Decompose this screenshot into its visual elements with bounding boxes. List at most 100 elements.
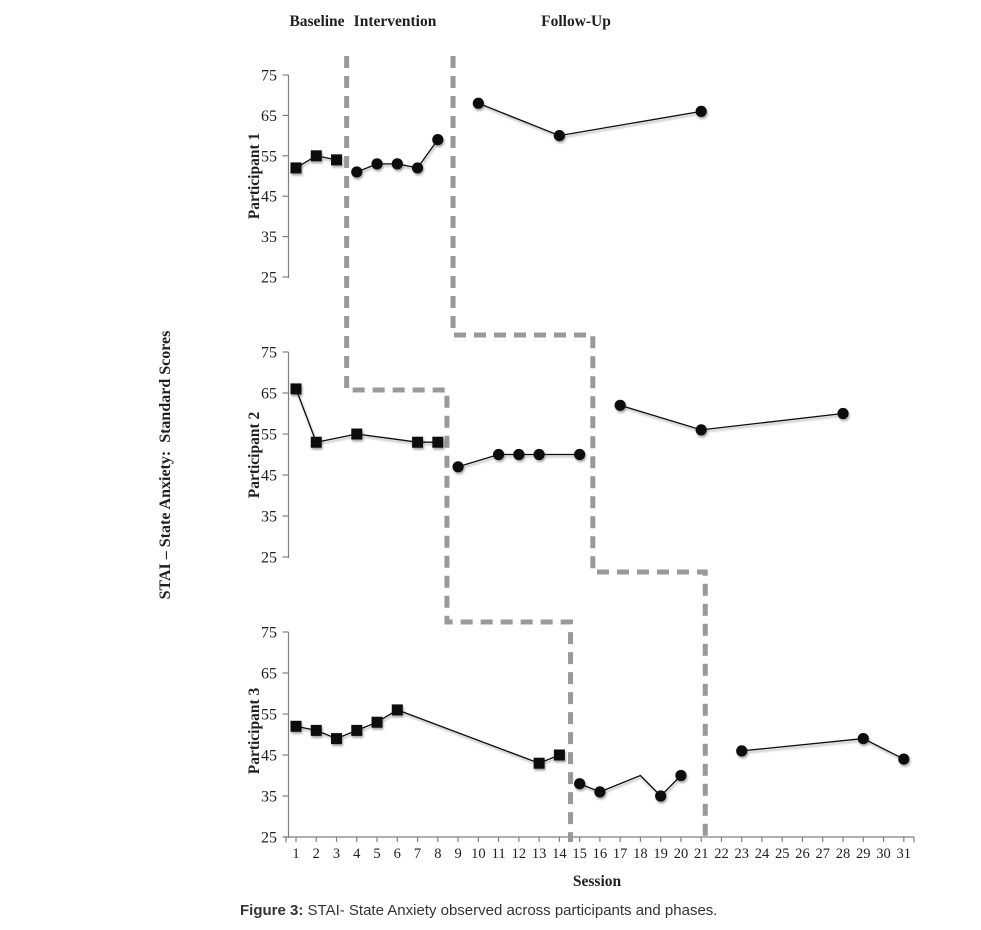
axes (282, 74, 915, 843)
data-point-circle (472, 97, 484, 109)
data-point-circle (614, 399, 626, 411)
panel1-y-tick-label: 55 (261, 148, 277, 165)
data-point-circle (857, 733, 869, 745)
session-tick-label: 24 (755, 846, 770, 862)
session-tick-label: 3 (333, 846, 340, 862)
series-participant1-follow-up (472, 97, 707, 142)
data-point-circle (351, 166, 363, 178)
series-participant3-intervention (574, 769, 687, 802)
series-line (619, 404, 844, 431)
data-point-square (290, 383, 302, 395)
phase-label-intervention: Intervention (353, 13, 437, 30)
phase-lines (344, 56, 708, 842)
panel2-y-tick-label: 55 (261, 427, 277, 444)
data-point-circle (594, 786, 606, 798)
series-line (741, 737, 905, 760)
session-tick-label: 27 (816, 846, 831, 862)
series-participant3-baseline (290, 704, 565, 769)
panel1-y-tick-label: 75 (261, 68, 277, 85)
data-point-square (331, 154, 343, 166)
session-tick-label: 21 (694, 846, 709, 862)
session-tick-label: 20 (674, 846, 689, 862)
data-point-circle (371, 158, 383, 170)
session-tick-label: 1 (292, 846, 299, 862)
session-tick-label: 19 (653, 846, 668, 862)
data-point-square (290, 162, 302, 174)
series-participant1-intervention (351, 134, 444, 178)
data-point-circle (675, 769, 687, 782)
session-tick-label: 11 (492, 846, 506, 862)
session-tick-label: 16 (593, 846, 608, 862)
data-point-square (432, 436, 444, 448)
session-tick-label: 29 (856, 846, 871, 862)
series-participant2-intervention (452, 448, 586, 473)
data-point-circle (493, 448, 505, 461)
data-point-circle (695, 424, 707, 436)
figure-caption-number: Figure 3: (240, 902, 304, 919)
data-point-square (310, 150, 322, 162)
data-point-square (310, 724, 322, 736)
panel3-y-tick-label: 25 (261, 830, 277, 847)
data-point-circle (432, 134, 444, 146)
series-participant2-baseline (290, 383, 444, 448)
session-tick-label: 22 (714, 846, 729, 862)
data-point-square (553, 749, 565, 761)
panel2-y-tick-label: 45 (261, 468, 277, 485)
session-tick-label: 8 (434, 846, 441, 862)
data-point-square (391, 704, 403, 716)
data-point-square (310, 436, 322, 448)
data-point-circle (574, 778, 586, 790)
data-point-square (290, 720, 302, 732)
session-tick-label: 26 (795, 846, 810, 862)
session-tick-label: 2 (313, 846, 320, 862)
data-point-circle (574, 448, 586, 461)
panel3-y-tick-label: 35 (261, 789, 277, 806)
panel2-y-tick-label: 35 (261, 509, 277, 526)
x-axis-title: Session (572, 873, 622, 890)
session-tick-label: 4 (353, 846, 361, 862)
data-point-circle (655, 790, 667, 802)
phase-label-baseline: Baseline (289, 13, 345, 30)
session-tick-label: 17 (613, 846, 628, 862)
series-participant2-follow-up (614, 399, 849, 436)
session-tick-label: 30 (876, 846, 891, 862)
series-participant3-follow-up (736, 733, 910, 765)
panel3-y-tick-label: 55 (261, 707, 277, 724)
data-point-circle (898, 753, 910, 765)
figure-caption: Figure 3: STAI- State Anxiety observed a… (240, 902, 717, 919)
data-point-circle (411, 162, 424, 174)
data-point-square (412, 436, 424, 448)
figure-caption-text: STAI- State Anxiety observed across part… (303, 902, 718, 919)
session-tick-label: 18 (633, 846, 648, 862)
series-line (478, 102, 702, 137)
session-tick-label: 13 (532, 846, 547, 862)
panel3-y-tick-label: 75 (261, 625, 277, 642)
panel2-y-tick-label: 25 (261, 550, 277, 567)
session-tick-label: 31 (897, 846, 912, 862)
panel1-y-tick-label: 65 (261, 108, 277, 125)
panel1-y-tick-label: 45 (261, 189, 277, 206)
panel1-y-tick-label: 35 (261, 229, 277, 246)
series-participant1-baseline (290, 150, 343, 174)
session-tick-label: 9 (454, 846, 461, 862)
session-tick-label: 6 (394, 846, 401, 862)
session-tick-label: 28 (836, 846, 851, 862)
data-point-circle (452, 461, 464, 473)
session-tick-label: 25 (775, 846, 790, 862)
phase-label-follow-up: Follow-Up (541, 13, 611, 30)
series-line (295, 388, 438, 443)
session-tick-label: 15 (572, 846, 587, 862)
data-point-circle (553, 130, 565, 142)
data-point-square (533, 757, 545, 769)
phase-line-baseline-intervention (344, 56, 574, 842)
session-tick-label: 12 (512, 846, 527, 862)
panel2-y-tick-label: 75 (261, 345, 277, 362)
series-line (579, 774, 682, 797)
data-point-square (351, 724, 363, 736)
session-tick-label: 5 (373, 846, 380, 862)
data-point-circle (391, 158, 403, 170)
data-point-circle (513, 448, 525, 461)
session-tick-label: 23 (734, 846, 749, 862)
